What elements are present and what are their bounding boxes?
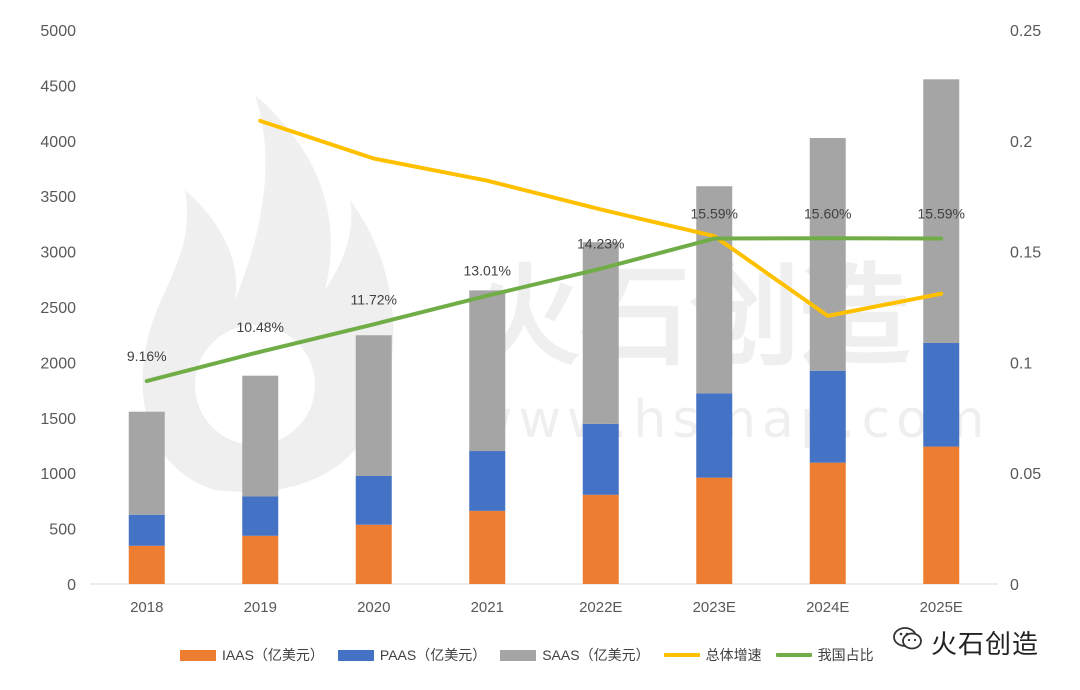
bar-segment-iaas	[355, 524, 392, 584]
brand: 火石创造	[893, 624, 1039, 661]
x-tick-label: 2018	[130, 599, 163, 616]
legend-swatch-growth	[663, 653, 700, 657]
y-left-tick-label: 1500	[40, 411, 76, 428]
y-left-tick-label: 4500	[40, 78, 76, 95]
bar-segment-paas	[469, 451, 506, 511]
bar-segment-paas	[355, 475, 392, 525]
legend-label-saas: SAAS（亿美元）	[542, 647, 650, 663]
bar-segment-iaas	[582, 494, 619, 584]
legend-swatch-iaas	[180, 649, 216, 661]
bar-segment-saas	[809, 138, 846, 371]
bar-segment-paas	[582, 423, 619, 495]
y-left-tick-label: 2500	[40, 300, 76, 317]
data-label: 15.59%	[691, 206, 738, 222]
y-left-tick-label: 3500	[40, 189, 76, 206]
x-tick-label: 2021	[471, 599, 504, 616]
bar-segment-saas	[696, 186, 733, 394]
x-tick-label: 2022E	[579, 599, 622, 616]
legend-swatch-saas	[500, 649, 537, 661]
bar-segment-paas	[242, 496, 279, 536]
bar-segment-saas	[469, 290, 506, 452]
bar-segment-saas	[355, 335, 392, 476]
legend-swatch-paas	[337, 649, 374, 661]
legend-item-paas: PAAS（亿美元）	[337, 645, 487, 665]
y-left-tick-label: 2000	[40, 355, 76, 372]
legend-item-growth: 总体增速	[663, 645, 762, 665]
bar-segment-iaas	[128, 545, 165, 584]
y-left-tick-label: 0	[67, 577, 76, 594]
data-label: 10.48%	[237, 319, 284, 335]
y-right-tick-label: 0.25	[1010, 23, 1041, 40]
legend-item-china-share: 我国占比	[775, 645, 874, 665]
bar-segment-iaas	[242, 535, 279, 584]
y-left-tick-label: 500	[49, 522, 76, 539]
legend-item-saas: SAAS（亿美元）	[500, 645, 650, 665]
bar-segment-paas	[809, 370, 846, 463]
y-right-tick-label: 0.15	[1010, 245, 1041, 262]
legend-label-paas: PAAS（亿美元）	[379, 647, 487, 663]
x-tick-label: 2020	[357, 599, 390, 616]
data-label: 9.16%	[127, 348, 167, 364]
legend-label-iaas: IAAS（亿美元）	[222, 647, 324, 663]
china-share-line	[144, 236, 944, 384]
bar-segment-saas	[242, 375, 279, 497]
bar-segment-iaas	[809, 462, 846, 584]
legend: IAAS（亿美元） PAAS（亿美元） SAAS（亿美元） 总体增速 我国占比	[180, 643, 888, 667]
growth-rate-line	[258, 118, 944, 318]
y-left-tick-label: 4000	[40, 134, 76, 151]
y-right-tick-label: 0.1	[1010, 355, 1032, 372]
bar-segment-iaas	[923, 446, 960, 584]
y-left-tick-label: 5000	[40, 23, 76, 40]
wechat-icon	[893, 626, 923, 659]
legend-swatch-china-share	[775, 653, 812, 657]
y-left-tick-label: 3000	[40, 245, 76, 262]
y-right-tick-label: 0.05	[1010, 466, 1041, 483]
bar-segment-saas	[128, 411, 165, 515]
brand-label: 火石创造	[931, 629, 1040, 659]
bar-segment-iaas	[696, 477, 733, 584]
data-label: 11.72%	[351, 291, 397, 307]
bar-segment-iaas	[469, 510, 506, 584]
y-right-tick-label: 0	[1010, 577, 1019, 594]
x-tick-label: 2019	[244, 599, 277, 616]
legend-item-iaas: IAAS（亿美元）	[180, 645, 324, 665]
data-label: 15.59%	[918, 206, 965, 222]
x-tick-label: 2024E	[806, 599, 849, 616]
data-label: 14.23%	[577, 236, 624, 252]
legend-label-china-share: 我国占比	[817, 647, 874, 663]
data-label: 15.60%	[804, 205, 851, 221]
flame-logo-shape	[142, 95, 394, 492]
x-tick-label: 2023E	[693, 599, 736, 616]
bar-segment-paas	[128, 514, 165, 546]
bar-segment-paas	[923, 343, 960, 447]
bar-segment-paas	[696, 393, 733, 478]
data-label: 13.01%	[464, 263, 511, 279]
y-right-tick-label: 0.2	[1010, 134, 1032, 151]
plot-area: 0 500 1000 1500 2000 2500 3000 3500 4000 4500 5000…	[40, 23, 1041, 616]
bar-segment-saas	[923, 79, 960, 344]
legend-label-growth: 总体增速	[705, 647, 762, 663]
x-tick-label: 2025E	[920, 599, 963, 616]
y-left-tick-label: 1000	[40, 466, 76, 483]
